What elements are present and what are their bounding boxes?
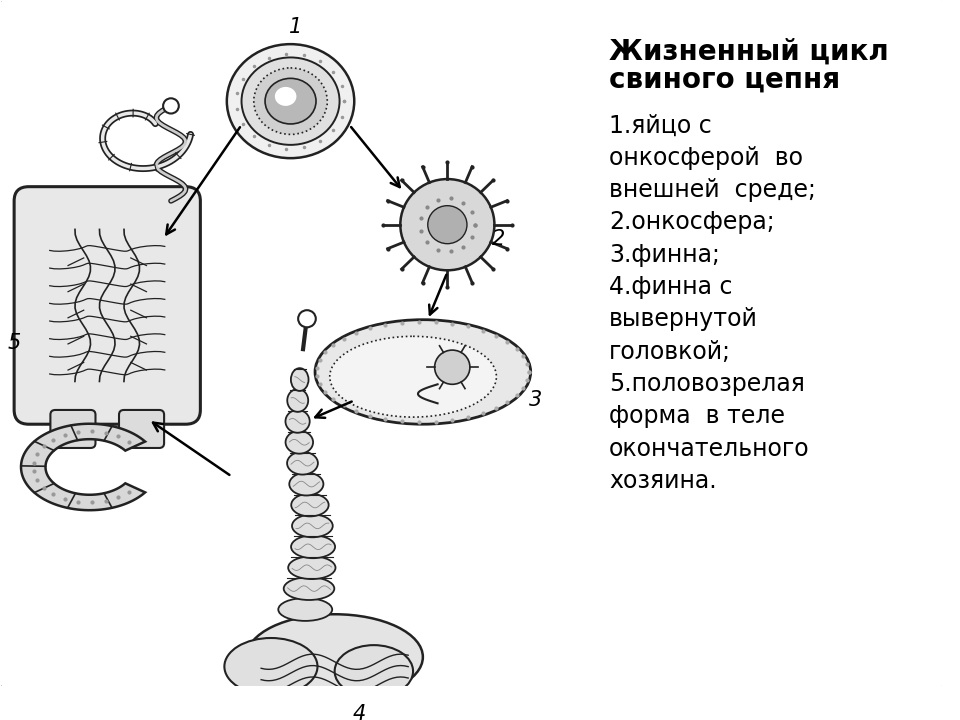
Text: 3: 3 [529,390,542,410]
Text: 1.яйцо с: 1.яйцо с [609,114,712,138]
Ellipse shape [291,368,308,391]
Ellipse shape [291,494,328,516]
FancyBboxPatch shape [50,410,95,448]
Circle shape [435,350,469,384]
Text: внешней  среде;: внешней среде; [609,178,816,202]
Text: головкой;: головкой; [609,340,732,364]
Text: 4: 4 [352,704,366,720]
Text: форма  в теле: форма в теле [609,404,785,428]
Circle shape [400,179,494,270]
Circle shape [299,310,316,328]
Ellipse shape [291,536,335,558]
Ellipse shape [227,44,354,158]
Ellipse shape [265,78,316,124]
FancyBboxPatch shape [14,186,201,424]
Text: хозяина.: хозяина. [609,469,717,493]
Polygon shape [21,424,145,510]
Text: 5: 5 [8,333,21,354]
Ellipse shape [287,451,318,474]
FancyBboxPatch shape [0,0,947,689]
Ellipse shape [285,410,310,433]
Text: вывернутой: вывернутой [609,307,758,331]
Ellipse shape [225,638,318,695]
Ellipse shape [288,557,335,579]
Ellipse shape [275,87,297,106]
Ellipse shape [242,58,340,145]
Text: 5.половозрелая: 5.половозрелая [609,372,805,396]
Ellipse shape [292,515,333,537]
Ellipse shape [278,598,332,621]
Ellipse shape [285,431,313,454]
Text: свиного цепня: свиного цепня [609,66,840,94]
Circle shape [428,206,467,243]
Circle shape [163,99,179,114]
Ellipse shape [247,614,422,700]
Text: окончательного: окончательного [609,436,809,461]
Ellipse shape [329,336,496,417]
Text: 1: 1 [289,17,302,37]
Text: 4.финна с: 4.финна с [609,275,732,299]
Ellipse shape [253,68,327,135]
Ellipse shape [284,577,334,600]
Ellipse shape [315,320,531,424]
Ellipse shape [289,472,324,495]
Text: онкосферой  во: онкосферой во [609,146,804,170]
Text: Жизненный цикл: Жизненный цикл [609,37,889,66]
Text: 3.финна;: 3.финна; [609,243,720,266]
Text: 2: 2 [492,229,505,249]
Text: 2.онкосфера;: 2.онкосфера; [609,210,775,235]
FancyBboxPatch shape [119,410,164,448]
Ellipse shape [335,645,413,698]
Ellipse shape [287,389,308,412]
